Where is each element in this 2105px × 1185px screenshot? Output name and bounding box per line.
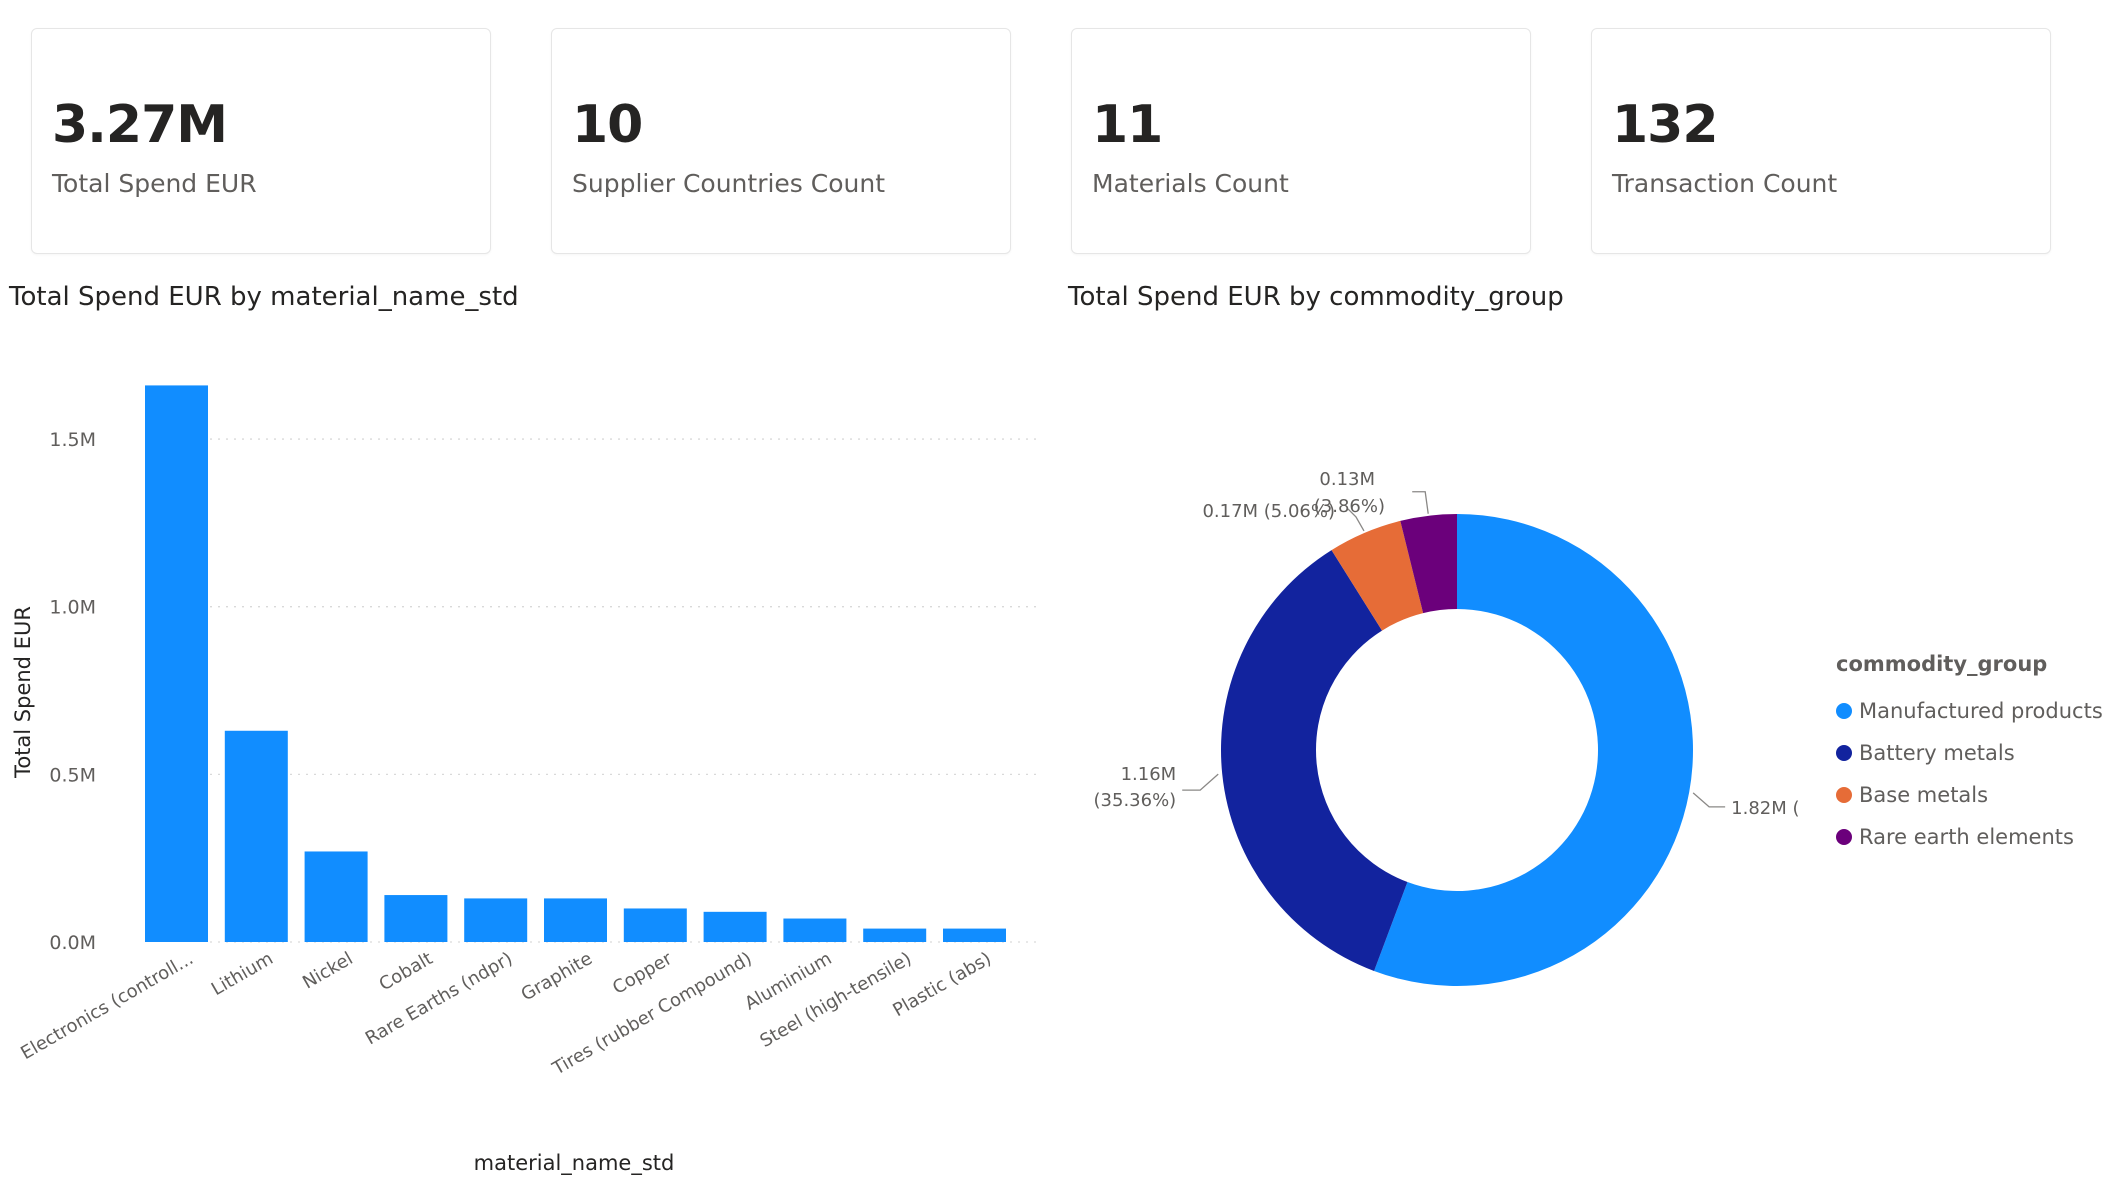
bar[interactable] (464, 898, 528, 942)
bar-chart[interactable]: 0.0M 0.5M 1.0M 1.5M Electronics (controll...… (0, 330, 1040, 1185)
bar[interactable] (145, 385, 208, 943)
bar[interactable] (544, 898, 607, 942)
bar-chart-title: Total Spend EUR by material_name_std (9, 282, 519, 312)
bar[interactable] (783, 918, 847, 942)
x-tick-label: Electronics (controll... (17, 948, 197, 1064)
kpi-value: 3.27M (52, 95, 228, 155)
legend-label: Rare earth elements (1859, 825, 2074, 849)
y-axis-title: Total Spend EUR (11, 606, 35, 779)
data-label: (3.86%) (1314, 496, 1385, 517)
legend-item[interactable]: Manufactured products (1836, 690, 2103, 732)
kpi-value: 11 (1092, 95, 1163, 155)
x-tick-label: Steel (high-tensile) (756, 948, 915, 1052)
data-label: 0.17M (5.06%) (1202, 501, 1335, 522)
kpi-label: Supplier Countries Count (572, 169, 886, 198)
kpi-value: 10 (572, 95, 643, 155)
data-label: 1.82M (55.71%) (1731, 798, 1800, 819)
legend-label: Base metals (1859, 783, 1989, 807)
leader-line (1412, 491, 1429, 514)
y-tick-label: 1.0M (49, 597, 96, 619)
data-label: 1.16M (1121, 764, 1177, 785)
legend-label: Battery metals (1859, 741, 2015, 765)
kpi-value: 132 (1612, 95, 1719, 155)
leader-line (1692, 792, 1726, 808)
bar[interactable] (384, 895, 448, 942)
bar[interactable] (224, 730, 288, 942)
legend-item[interactable]: Battery metals (1836, 732, 2103, 774)
kpi-label: Total Spend EUR (52, 169, 257, 198)
legend-dot-icon (1836, 787, 1852, 803)
bar[interactable] (623, 908, 687, 942)
x-tick-label: Copper (609, 948, 676, 999)
x-tick-label: Graphite (518, 948, 596, 1005)
bar[interactable] (304, 851, 368, 942)
donut-slice[interactable] (1374, 514, 1693, 986)
legend-dot-icon (1836, 745, 1852, 761)
legend-dot-icon (1836, 703, 1852, 719)
x-axis-title: material_name_std (474, 1151, 675, 1176)
y-tick-label: 0.5M (49, 764, 96, 786)
legend-item[interactable]: Rare earth elements (1836, 816, 2103, 858)
kpi-card-materials-count[interactable]: 11 Materials Count (1071, 28, 1531, 254)
y-tick-label: 0.0M (49, 932, 96, 954)
donut-slice[interactable] (1331, 520, 1424, 631)
legend-dot-icon (1836, 829, 1852, 845)
kpi-card-supplier-countries[interactable]: 10 Supplier Countries Count (551, 28, 1011, 254)
bar[interactable] (703, 911, 767, 942)
x-tick-label: Rare Earths (ndpr) (362, 948, 516, 1049)
legend-title: commodity_group (1836, 652, 2048, 676)
legend-item[interactable]: Base metals (1836, 774, 2103, 816)
bar[interactable] (943, 928, 1006, 942)
y-tick-label: 1.5M (49, 429, 96, 451)
leader-line (1182, 773, 1219, 791)
kpi-label: Materials Count (1092, 169, 1289, 198)
x-tick-label: Nickel (299, 948, 356, 993)
donut-slice[interactable] (1400, 514, 1457, 614)
x-tick-label: Cobalt (376, 948, 437, 995)
leader-line (1347, 508, 1365, 532)
bar[interactable] (863, 928, 927, 942)
x-tick-label: Lithium (208, 948, 277, 1000)
data-label: (35.36%) (1094, 790, 1177, 811)
kpi-card-total-spend[interactable]: 3.27M Total Spend EUR (31, 28, 491, 254)
donut-slice[interactable] (1221, 550, 1408, 971)
donut-chart[interactable]: 1.82M (55.71%) 1.16M (35.36%) 0.17M (5.06%)… (1060, 430, 1800, 1070)
kpi-label: Transaction Count (1612, 169, 1838, 198)
legend-label: Manufactured products (1859, 699, 2103, 723)
data-label: 0.13M (1319, 469, 1375, 490)
kpi-card-transaction-count[interactable]: 132 Transaction Count (1591, 28, 2051, 254)
donut-chart-title: Total Spend EUR by commodity_group (1068, 282, 1564, 312)
donut-legend: commodity_group Manufactured products Bat… (1836, 652, 2103, 858)
